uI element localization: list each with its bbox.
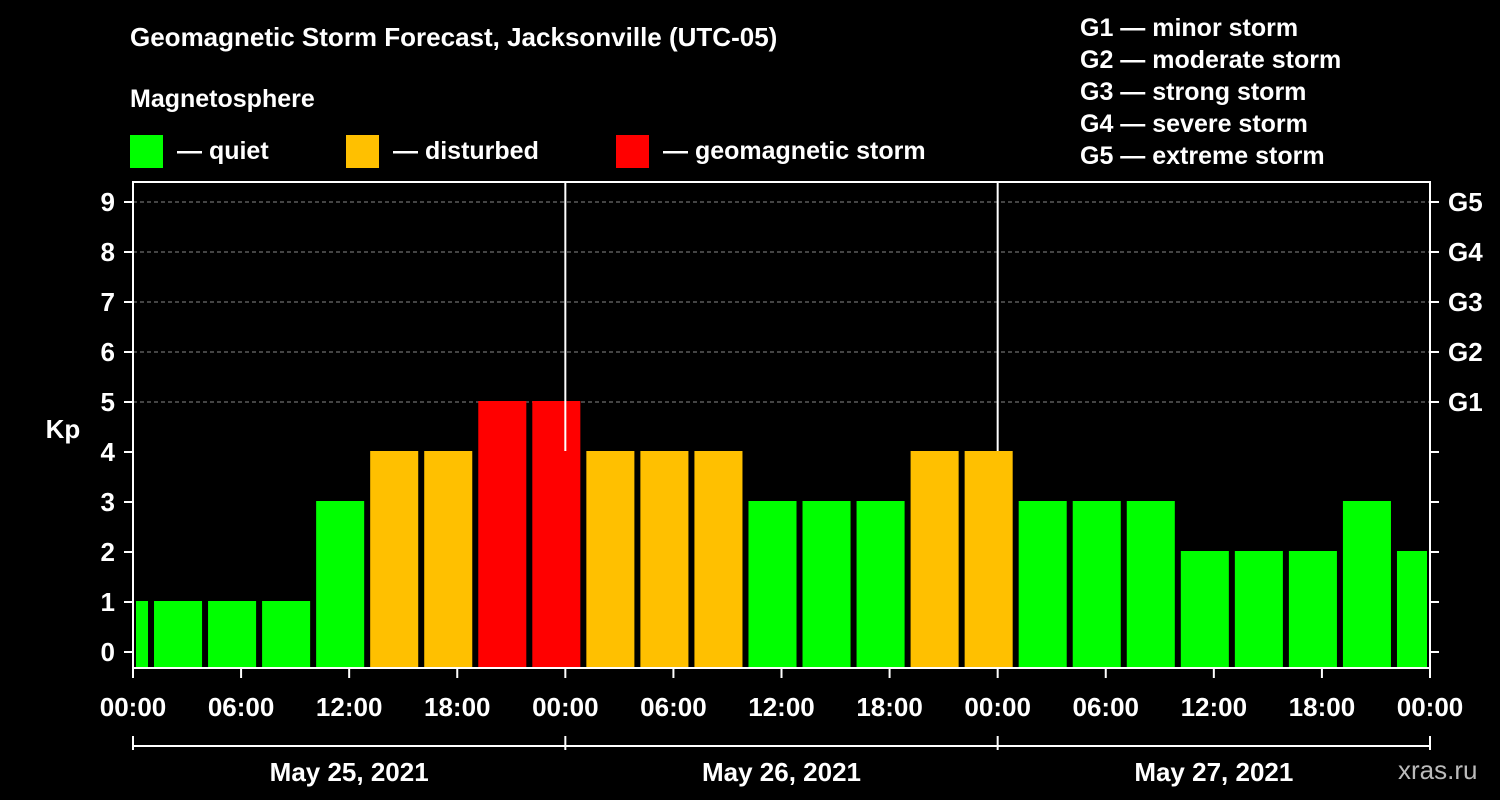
- bar-18: [1072, 501, 1121, 668]
- legend-title: Magnetosphere: [130, 85, 315, 113]
- legend-item-storm: — geomagnetic storm: [616, 134, 926, 168]
- legend-swatch-quiet: [130, 134, 163, 168]
- legend-swatch-disturbed: [346, 134, 379, 168]
- bar-2: [208, 601, 257, 668]
- bar-5: [370, 451, 419, 668]
- legend-label-storm: — geomagnetic storm: [663, 136, 926, 165]
- watermark: xras.ru: [1398, 755, 1478, 785]
- y-tick-label-8: 8: [101, 237, 115, 267]
- y-tick-label-4: 4: [101, 437, 116, 467]
- legend-item-quiet: — quiet: [130, 134, 269, 168]
- bar-22: [1288, 551, 1337, 668]
- x-tick-label-0: 00:00: [100, 692, 167, 722]
- x-tick-label-3: 18:00: [424, 692, 491, 722]
- bar-20: [1180, 551, 1229, 668]
- storm-scale-g2: G2 — moderate storm: [1080, 46, 1342, 74]
- x-tick-label-11: 18:00: [1289, 692, 1356, 722]
- x-tick-label-10: 12:00: [1181, 692, 1248, 722]
- y-tick-label-7: 7: [101, 287, 115, 317]
- bar-16: [964, 451, 1013, 668]
- grid-layer: [133, 201, 1430, 403]
- bar-14: [856, 501, 905, 668]
- y-tick-label-9: 9: [101, 187, 115, 217]
- storm-scale-g5: G5 — extreme storm: [1080, 142, 1325, 170]
- y-tick-label-2: 2: [101, 537, 115, 567]
- y-tick-label-1: 1: [101, 587, 115, 617]
- x-tick-label-4: 00:00: [532, 692, 599, 722]
- bar-8: [532, 401, 581, 668]
- bar-17: [1018, 501, 1067, 668]
- y-tick-label-3: 3: [101, 487, 115, 517]
- day-label-2: May 27, 2021: [1134, 757, 1293, 787]
- bar-19: [1126, 501, 1175, 668]
- legend-swatch-storm: [616, 134, 649, 168]
- bars-layer: [136, 401, 1427, 668]
- right-label-g3: G3: [1448, 287, 1483, 317]
- legend-item-disturbed: — disturbed: [346, 134, 539, 168]
- right-label-g4: G4: [1448, 237, 1483, 267]
- x-tick-label-2: 12:00: [316, 692, 383, 722]
- storm-scale-g4: G4 — severe storm: [1080, 110, 1308, 138]
- bar-7: [478, 401, 527, 668]
- storm-scale-g3: G3 — strong storm: [1080, 78, 1307, 106]
- bar-6: [424, 451, 473, 668]
- bar-10: [640, 451, 689, 668]
- bar-12: [748, 501, 797, 668]
- right-label-g5: G5: [1448, 187, 1483, 217]
- bar-13: [802, 501, 851, 668]
- bar-0: [136, 601, 149, 668]
- legend-label-quiet: — quiet: [177, 136, 269, 165]
- bar-1: [154, 601, 203, 668]
- x-tick-label-9: 06:00: [1073, 692, 1140, 722]
- y-tick-label-5: 5: [101, 387, 115, 417]
- bar-3: [262, 601, 311, 668]
- x-tick-label-7: 18:00: [856, 692, 923, 722]
- bar-9: [586, 451, 635, 668]
- right-label-g2: G2: [1448, 337, 1483, 367]
- x-tick-label-8: 00:00: [964, 692, 1031, 722]
- bar-24: [1396, 551, 1427, 668]
- bar-23: [1342, 501, 1391, 668]
- x-tick-label-5: 06:00: [640, 692, 707, 722]
- legend-label-disturbed: — disturbed: [393, 136, 539, 165]
- x-tick-label-12: 00:00: [1397, 692, 1464, 722]
- bar-21: [1234, 551, 1283, 668]
- y-tick-label-6: 6: [101, 337, 115, 367]
- bar-11: [694, 451, 743, 668]
- bar-4: [316, 501, 365, 668]
- x-tick-label-1: 06:00: [208, 692, 275, 722]
- x-tick-label-6: 12:00: [748, 692, 815, 722]
- y-axis-label: Kp: [46, 414, 81, 444]
- axes-layer: 0 1 2 3 4 5 6 7 8 9 G1 G2 G3 G4 G5 00:00 06:00 12:00 18:00…: [100, 181, 1483, 787]
- bar-15: [910, 451, 959, 668]
- storm-scale-g1: G1 — minor storm: [1080, 14, 1299, 42]
- chart-title: Geomagnetic Storm Forecast, Jacksonville…: [130, 22, 778, 52]
- y-tick-label-0: 0: [101, 637, 115, 667]
- day-label-1: May 26, 2021: [702, 757, 861, 787]
- right-label-g1: G1: [1448, 387, 1483, 417]
- day-label-0: May 25, 2021: [270, 757, 429, 787]
